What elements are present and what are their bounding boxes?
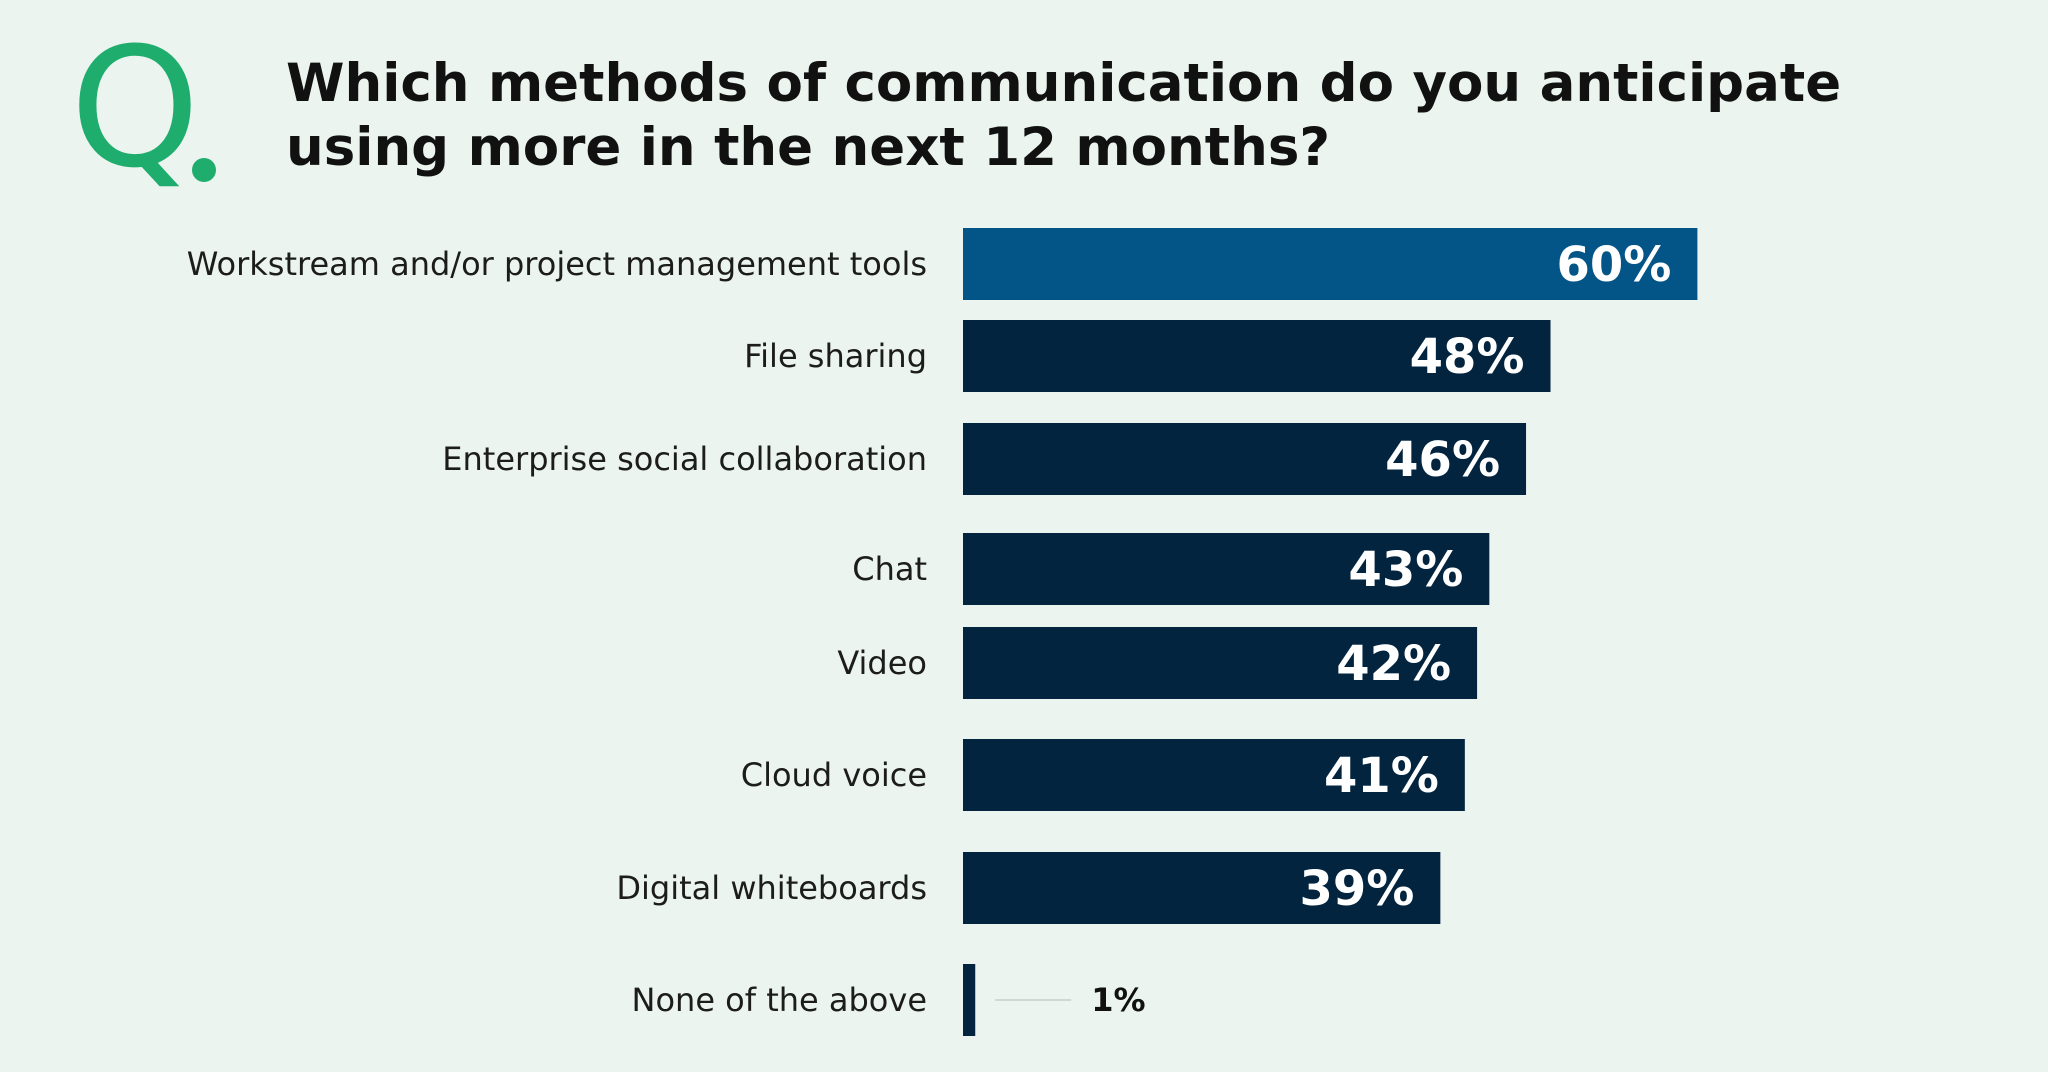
category-label: Video (837, 644, 927, 682)
q-logo: Q (70, 18, 240, 198)
value-label: 41% (1324, 748, 1439, 804)
category-label: Chat (852, 550, 927, 588)
bar (963, 627, 1478, 699)
category-label: None of the above (632, 981, 927, 1019)
value-label: 60% (1557, 237, 1672, 293)
value-label: 1% (1091, 981, 1145, 1019)
value-label: 46% (1385, 432, 1500, 488)
category-label: Enterprise social collaboration (442, 440, 927, 478)
value-label: 42% (1336, 636, 1451, 692)
bar (963, 739, 1465, 811)
category-label: File sharing (744, 337, 927, 375)
bar (963, 320, 1551, 392)
bar (963, 533, 1490, 605)
category-label: Digital whiteboards (616, 869, 927, 907)
value-label: 48% (1410, 329, 1525, 385)
q-logo-dot (192, 158, 216, 182)
bar (963, 964, 976, 1036)
question-heading: Which methods of communication do you an… (286, 53, 1842, 178)
q-logo-letter: Q (70, 12, 200, 204)
bar (963, 852, 1441, 924)
bar (963, 228, 1698, 300)
value-label: 43% (1348, 542, 1463, 598)
bar (963, 423, 1527, 495)
category-label: Workstream and/or project management too… (187, 245, 927, 283)
category-label: Cloud voice (741, 756, 927, 794)
value-label: 39% (1299, 861, 1414, 917)
